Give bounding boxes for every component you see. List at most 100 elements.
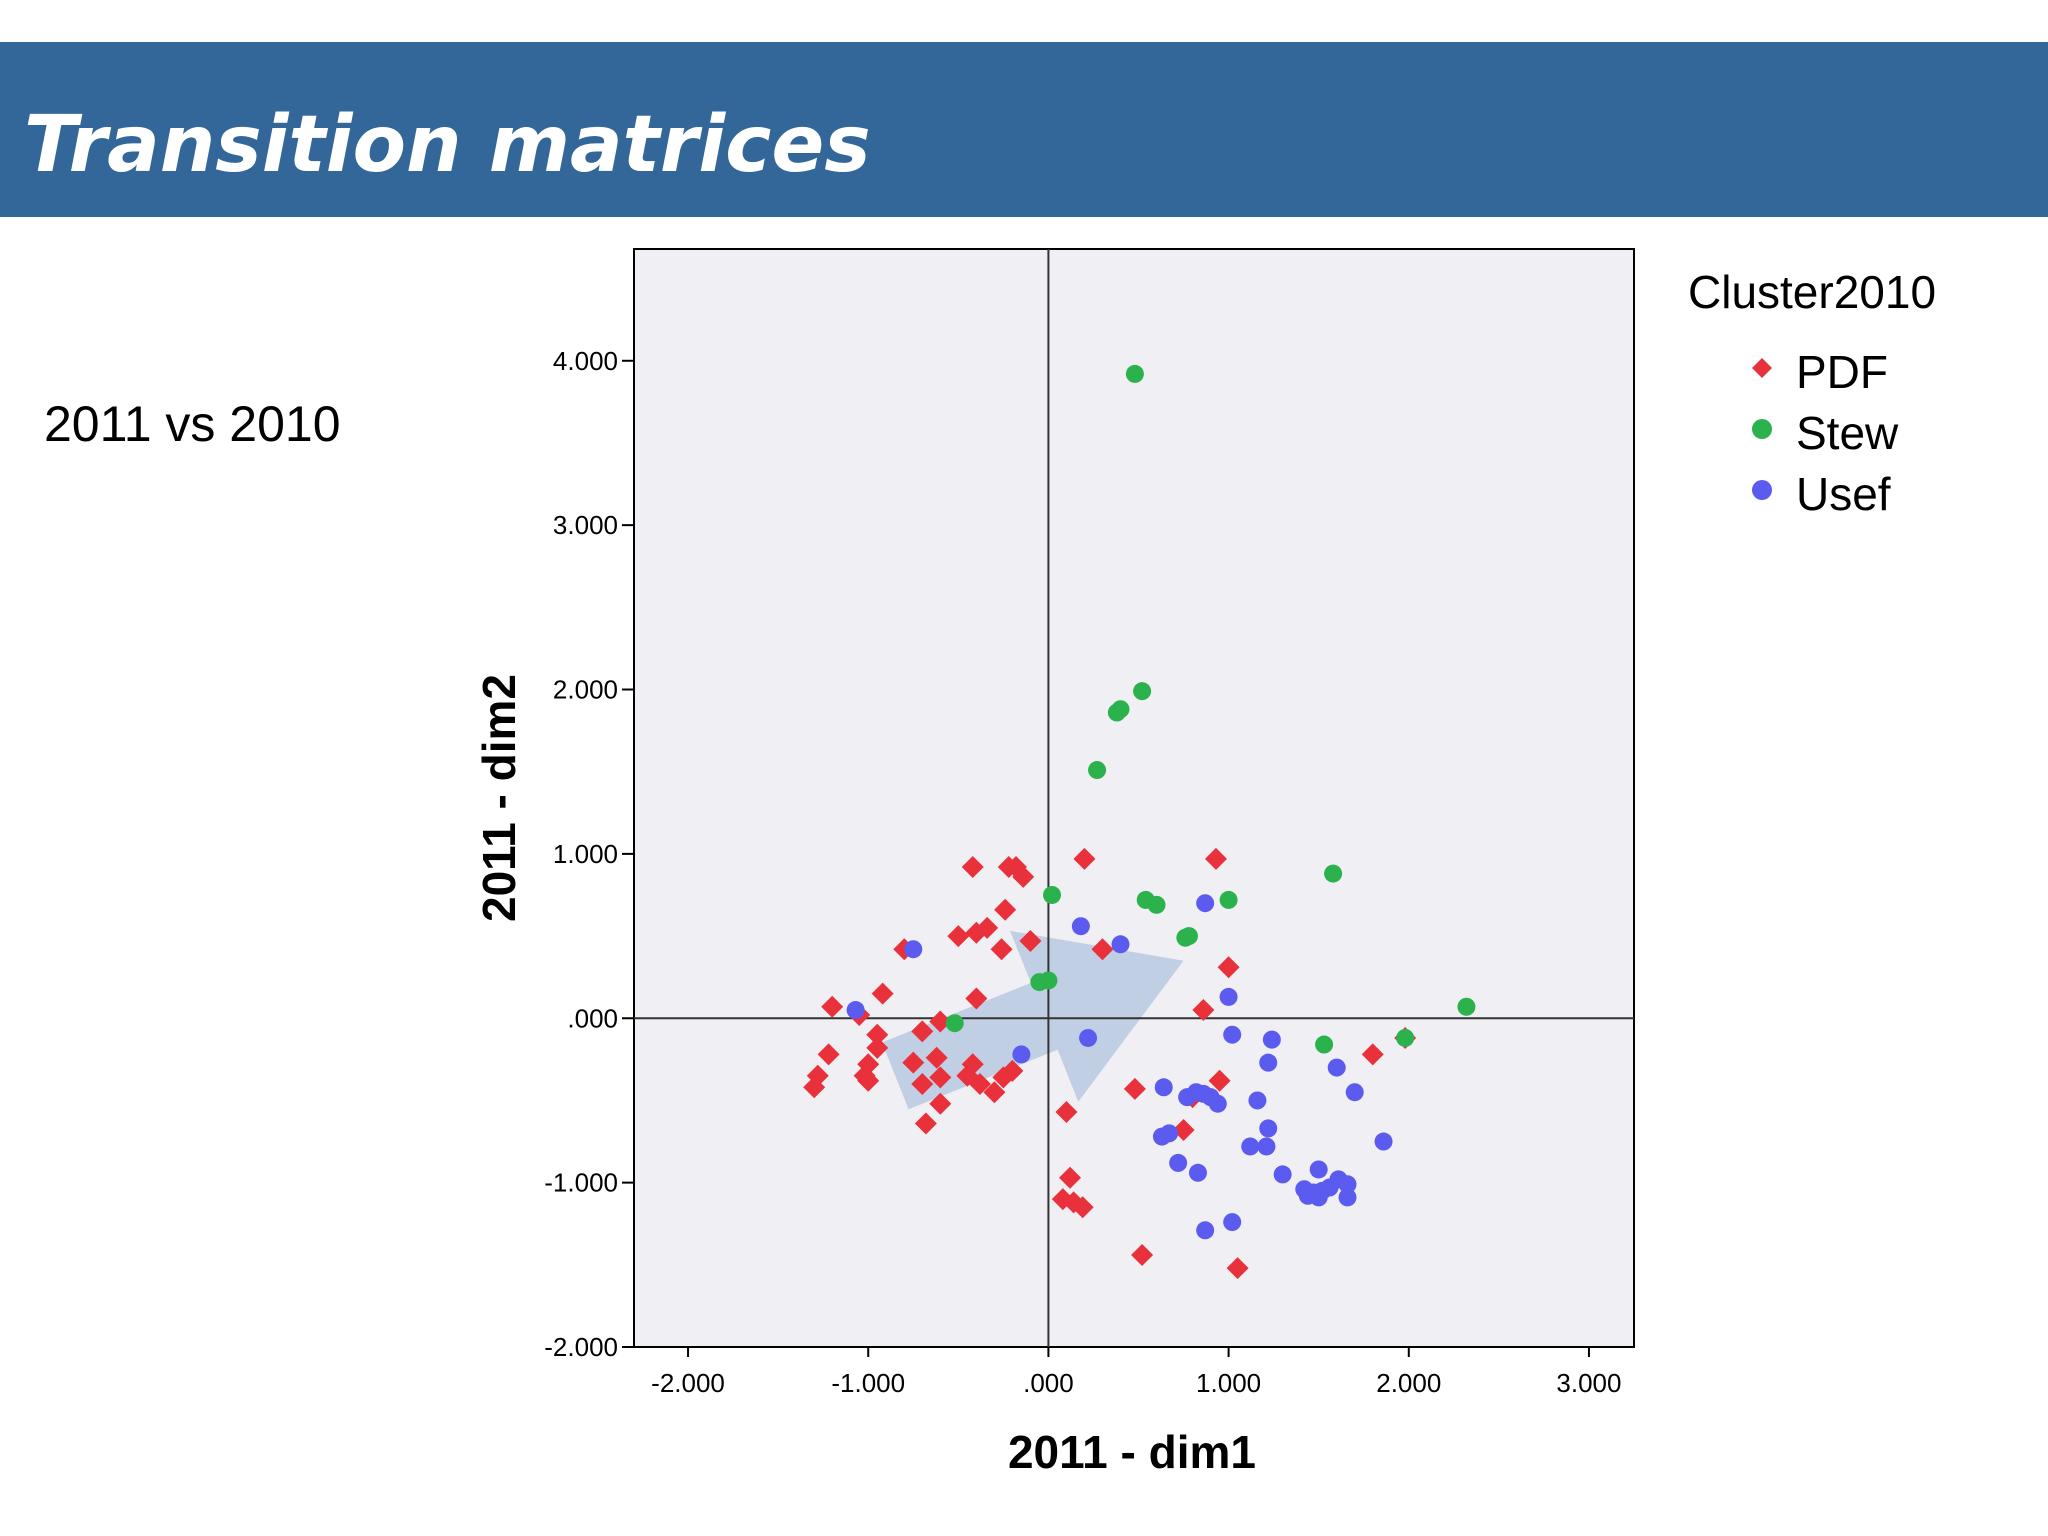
data-point-pdf	[1071, 1196, 1094, 1219]
data-point-usef	[1338, 1188, 1357, 1207]
x-tick-label: 3.000	[1556, 1368, 1621, 1398]
data-point-pdf	[1073, 847, 1096, 870]
series-stew	[945, 364, 1476, 1054]
slide-title: Transition matrices	[24, 100, 871, 190]
y-tick-label: -2.000	[544, 1332, 618, 1362]
data-point-stew	[1315, 1035, 1334, 1054]
legend-title: Cluster2010	[1688, 266, 1936, 318]
data-point-stew	[1324, 864, 1343, 883]
data-point-pdf	[857, 1069, 880, 1092]
data-point-usef	[1262, 1030, 1281, 1049]
data-point-usef	[1012, 1045, 1031, 1064]
data-point-pdf	[947, 925, 970, 948]
x-tick-label: -1.000	[831, 1368, 905, 1398]
data-point-pdf	[1172, 1119, 1195, 1142]
data-point-usef	[1327, 1058, 1346, 1077]
data-point-pdf	[983, 1081, 1006, 1104]
x-tick-label: .000	[1023, 1368, 1074, 1398]
data-point-pdf	[1059, 1166, 1082, 1189]
data-point-pdf	[803, 1076, 826, 1099]
y-tick-label: .000	[567, 1003, 618, 1033]
data-point-pdf	[1012, 865, 1035, 888]
data-point-pdf	[911, 1073, 934, 1096]
data-point-pdf	[866, 1036, 889, 1059]
data-point-pdf	[1217, 956, 1240, 979]
data-point-stew	[1457, 997, 1476, 1016]
data-point-usef	[1259, 1119, 1278, 1138]
data-point-usef	[1241, 1137, 1260, 1156]
data-point-usef	[1208, 1094, 1227, 1113]
legend-label-stew: Stew	[1796, 407, 1899, 459]
data-point-pdf	[961, 856, 984, 879]
transition-arrow	[881, 930, 1184, 1110]
data-point-stew	[1043, 885, 1062, 904]
y-axis-ticks: -2.000 -1.000 .000 1.000 2.000 3.000 4.000	[544, 346, 634, 1362]
data-point-usef	[1111, 935, 1130, 954]
legend-marker-pdf	[1752, 358, 1772, 378]
data-point-usef	[1298, 1186, 1317, 1205]
data-point-pdf	[1208, 1069, 1231, 1092]
data-point-usef	[904, 940, 923, 959]
data-point-stew	[1147, 895, 1166, 914]
data-point-pdf	[1226, 1257, 1249, 1280]
data-point-pdf	[968, 1073, 991, 1096]
data-point-usef	[1273, 1165, 1292, 1184]
data-point-usef	[846, 1001, 865, 1020]
data-point-pdf	[965, 987, 988, 1010]
data-point-usef	[1071, 917, 1090, 936]
data-point-pdf	[1204, 847, 1227, 870]
data-point-stew	[1039, 971, 1058, 990]
data-point-usef	[1223, 1025, 1242, 1044]
title-bar	[0, 42, 2048, 217]
data-point-pdf	[1091, 938, 1114, 961]
data-point-usef	[1196, 894, 1215, 913]
data-point-stew	[1176, 928, 1195, 947]
data-point-usef	[1219, 987, 1238, 1006]
data-point-usef	[1259, 1053, 1278, 1072]
x-tick-label: -2.000	[651, 1368, 725, 1398]
data-point-stew	[1396, 1028, 1415, 1047]
data-point-usef	[1223, 1213, 1242, 1232]
series-usef	[846, 894, 1393, 1240]
y-axis-label: 2011 - dim2	[473, 674, 525, 922]
plot-area	[633, 248, 1635, 1348]
legend-label-pdf: PDF	[1796, 346, 1888, 398]
data-point-pdf	[914, 1112, 937, 1135]
y-tick-label: 2.000	[553, 675, 618, 705]
x-tick-label: 2.000	[1376, 1368, 1441, 1398]
data-point-stew	[1219, 890, 1238, 909]
y-tick-label: -1.000	[544, 1168, 618, 1198]
data-point-pdf	[994, 898, 1017, 921]
data-point-stew	[1133, 682, 1152, 701]
data-point-pdf	[990, 938, 1013, 961]
data-point-usef	[1079, 1028, 1098, 1047]
data-point-usef	[1345, 1083, 1364, 1102]
data-point-pdf	[866, 1023, 889, 1046]
y-tick-label: 1.000	[553, 839, 618, 869]
data-point-pdf	[929, 1010, 952, 1033]
data-point-usef	[1169, 1153, 1188, 1172]
data-point-stew	[1125, 364, 1144, 383]
slide-subtitle: 2011 vs 2010	[44, 396, 341, 452]
legend-marker-stew	[1752, 419, 1772, 439]
data-point-pdf	[871, 982, 894, 1005]
data-points	[803, 364, 1476, 1280]
legend: PDF Stew Usef	[1752, 346, 1899, 520]
data-point-pdf	[1192, 999, 1215, 1022]
data-point-pdf	[929, 1092, 952, 1115]
data-point-pdf	[911, 1020, 934, 1043]
data-point-pdf	[1001, 1059, 1024, 1082]
data-point-usef	[1338, 1175, 1357, 1194]
data-point-pdf	[1019, 930, 1042, 953]
data-point-pdf	[925, 1046, 948, 1069]
data-point-usef	[1160, 1124, 1179, 1143]
y-tick-label: 4.000	[553, 346, 618, 376]
data-point-usef	[1196, 1221, 1215, 1240]
data-point-usef	[1374, 1132, 1393, 1151]
x-axis-ticks: -2.000 -1.000 .000 1.000 2.000 3.000	[651, 1347, 1621, 1398]
data-point-pdf	[929, 1066, 952, 1089]
data-point-pdf	[1131, 1243, 1154, 1266]
data-point-pdf	[821, 995, 844, 1018]
data-point-usef	[1257, 1137, 1276, 1156]
